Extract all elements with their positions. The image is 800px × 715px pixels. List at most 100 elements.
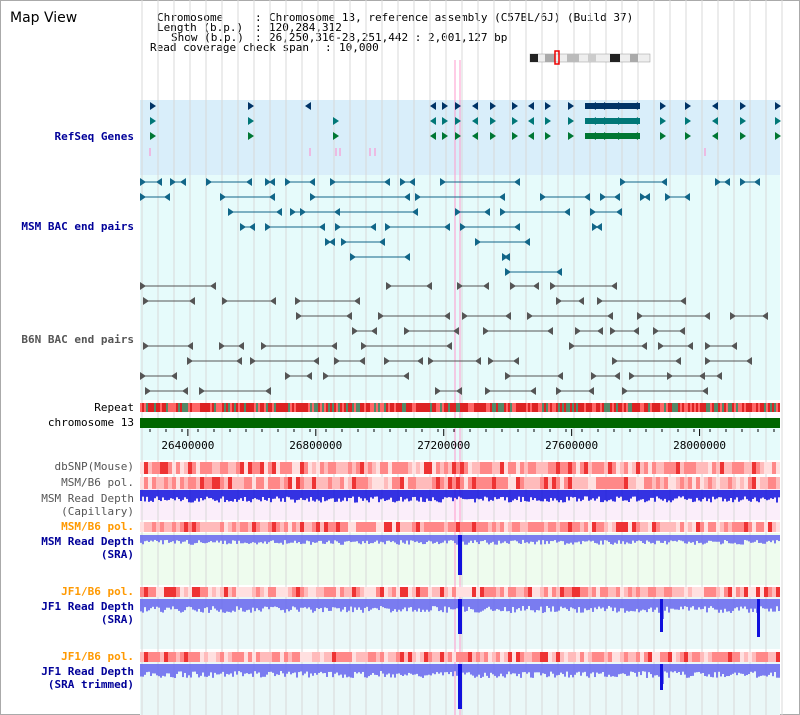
heat-msm-pol xyxy=(624,477,628,489)
heat-jf1-pol-2 xyxy=(468,652,472,662)
track-label-jf1-pol-1[interactable]: JF1/B6 pol. xyxy=(61,585,134,598)
heat-msm-pol-2 xyxy=(484,522,488,532)
track-label-msm-depth-sra[interactable]: MSM Read Depth (SRA) xyxy=(41,535,134,561)
depth-bar-jf1-sra xyxy=(220,599,222,610)
repeat-block xyxy=(388,403,390,412)
depth-bar-msm-sra xyxy=(678,535,680,541)
depth-bar-jf1-sra xyxy=(254,599,256,612)
depth-bar-capillary xyxy=(544,490,546,499)
gene-arrow xyxy=(472,102,478,110)
depth-bar-capillary xyxy=(718,490,720,498)
depth-bar-msm-sra xyxy=(644,535,646,544)
depth-bar-jf1-sra xyxy=(264,599,266,607)
heat-dbsnp xyxy=(668,462,672,474)
heat-msm-pol xyxy=(384,477,388,489)
depth-bar-jf1-trimmed xyxy=(626,664,628,676)
repeat-block xyxy=(358,403,360,412)
bac-end xyxy=(313,357,319,365)
depth-bar-msm-sra xyxy=(748,535,750,542)
depth-bar-jf1-sra xyxy=(442,599,444,613)
heat-msm-pol xyxy=(440,477,444,489)
depth-bar-capillary xyxy=(194,490,196,501)
bac-end xyxy=(265,387,271,395)
depth-bar-msm-sra xyxy=(634,535,636,543)
bac-end xyxy=(323,372,329,380)
depth-bar-jf1-trimmed xyxy=(522,664,524,673)
bac-end xyxy=(592,223,598,231)
b6n-bac-track[interactable] xyxy=(140,282,768,395)
polymorphism-heat-tracks[interactable] xyxy=(140,462,780,662)
depth-bar-jf1-trimmed xyxy=(414,664,416,675)
repeat-block xyxy=(476,403,478,412)
depth-bar-msm-sra xyxy=(304,535,306,544)
gene-arrow xyxy=(740,102,746,110)
colon-4: : xyxy=(325,41,332,54)
depth-bar-msm-sra xyxy=(746,535,748,541)
depth-bar-msm-sra xyxy=(192,535,194,545)
depth-bar-capillary xyxy=(636,490,638,502)
depth-bar-jf1-trimmed xyxy=(290,664,292,675)
depth-bar-msm-sra xyxy=(424,535,426,545)
heat-jf1-pol xyxy=(488,587,492,597)
heat-dbsnp xyxy=(356,462,360,474)
track-label-dbsnp[interactable]: dbSNP(Mouse) xyxy=(54,460,134,473)
depth-bar-capillary xyxy=(490,490,492,500)
depth-bar-jf1-trimmed xyxy=(214,664,216,673)
chromosome-ideogram[interactable] xyxy=(529,50,651,65)
depth-bar-jf1-trimmed xyxy=(634,664,636,673)
depth-bar-jf1-trimmed xyxy=(702,664,704,673)
heat-msm-pol-2 xyxy=(200,522,204,532)
depth-bar-capillary xyxy=(648,490,650,501)
depth-bar-msm-sra xyxy=(538,535,540,541)
track-label-msm-depth-capillary[interactable]: MSM Read Depth (Capillary) xyxy=(41,492,134,518)
depth-bar-jf1-sra xyxy=(736,599,738,608)
depth-bar-jf1-sra xyxy=(744,599,746,607)
depth-bar-capillary xyxy=(178,490,180,500)
depth-bar-capillary xyxy=(678,490,680,497)
repeat-block xyxy=(410,403,412,412)
depth-bar-capillary xyxy=(412,490,414,498)
track-label-b6n-bac[interactable]: B6N BAC end pairs xyxy=(21,333,134,346)
heat-jf1-pol xyxy=(516,587,520,597)
repeat-block xyxy=(178,403,180,412)
track-label-repeat[interactable]: Repeat xyxy=(94,401,134,414)
track-label-msm-pol-1[interactable]: MSM/B6 pol. xyxy=(61,476,134,489)
repeat-block xyxy=(250,403,252,412)
read-depth-tracks[interactable] xyxy=(140,490,780,709)
repeat-block xyxy=(518,403,520,412)
track-label-jf1-pol-2[interactable]: JF1/B6 pol. xyxy=(61,650,134,663)
heat-msm-pol-2 xyxy=(168,522,172,532)
track-label-jf1-depth-sra[interactable]: JF1 Read Depth (SRA) xyxy=(41,600,134,626)
depth-bar-msm-sra xyxy=(492,535,494,542)
repeat-block xyxy=(482,403,484,412)
track-label-msm-bac[interactable]: MSM BAC end pairs xyxy=(21,220,134,233)
repeat-track[interactable] xyxy=(140,403,780,412)
track-label-refseq[interactable]: RefSeq Genes xyxy=(54,130,134,143)
heat-jf1-pol xyxy=(684,587,688,597)
depth-bar-jf1-sra xyxy=(174,599,176,610)
bac-end xyxy=(640,193,646,201)
depth-bar-jf1-trimmed xyxy=(542,664,544,674)
depth-bar-capillary xyxy=(260,490,262,502)
track-label-jf1-depth-trim[interactable]: JF1 Read Depth (SRA trimmed) xyxy=(41,665,134,691)
heat-dbsnp xyxy=(188,462,192,474)
msm-bac-track[interactable] xyxy=(140,178,760,276)
heat-msm-pol-2 xyxy=(408,522,412,532)
depth-bar-jf1-trimmed xyxy=(210,664,212,673)
track-label-msm-pol-2[interactable]: MSM/B6 pol. xyxy=(61,520,134,533)
heat-jf1-pol xyxy=(540,587,544,597)
refseq-gene-track[interactable] xyxy=(149,102,781,156)
heat-msm-pol xyxy=(664,477,668,489)
depth-bar-msm-sra xyxy=(390,535,392,543)
repeat-block xyxy=(706,403,708,412)
heat-msm-pol-2 xyxy=(548,522,552,532)
depth-bar-jf1-sra xyxy=(480,599,482,612)
repeat-block xyxy=(298,403,300,412)
heat-msm-pol-2 xyxy=(220,522,224,532)
heat-jf1-pol xyxy=(640,587,644,597)
depth-bar-jf1-trimmed xyxy=(690,664,692,677)
depth-bar-msm-sra xyxy=(612,535,614,545)
depth-bar-jf1-sra xyxy=(300,599,302,608)
depth-bar-jf1-sra xyxy=(160,599,162,612)
